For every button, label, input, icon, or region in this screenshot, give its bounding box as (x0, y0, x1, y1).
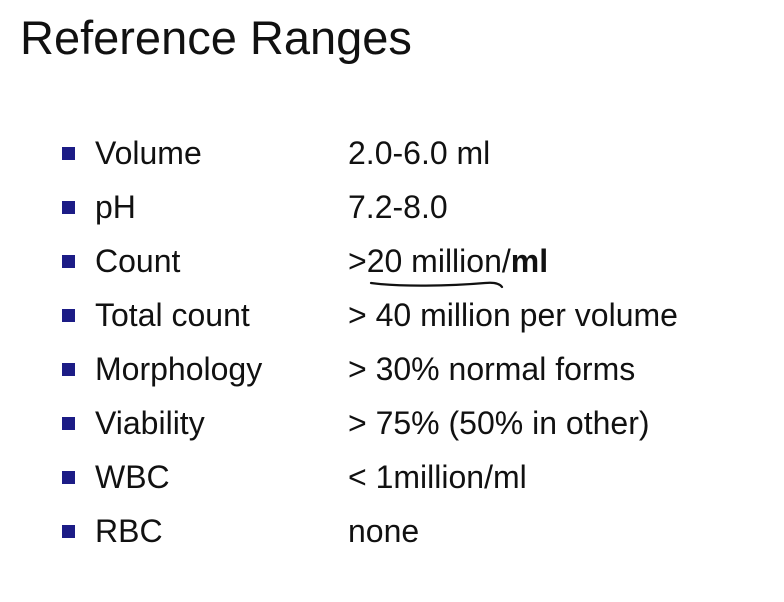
bullet-square (62, 471, 75, 484)
item-value: > 40 million per volume (348, 297, 678, 333)
list-item: Viability > 75% (50% in other) (0, 403, 784, 443)
item-value: 7.2-8.0 (348, 189, 448, 225)
item-value: 2.0-6.0 ml (348, 135, 491, 171)
underline-stroke (369, 281, 504, 289)
item-value: none (348, 513, 420, 549)
list-item: Morphology > 30% normal forms (0, 349, 784, 389)
value-part: >20 million/ (348, 243, 511, 279)
item-value: < 1million/ml (348, 459, 527, 495)
list-item: Count >20 million/ml (0, 241, 784, 281)
item-label: Count (95, 243, 181, 279)
bullet-square (62, 525, 75, 538)
item-label: RBC (95, 513, 163, 549)
list-item: RBC none (0, 511, 784, 551)
bullet-square (62, 147, 75, 160)
bullet-square (62, 309, 75, 322)
item-label: Viability (95, 405, 205, 441)
bullet-square (62, 255, 75, 268)
list-item: WBC < 1million/ml (0, 457, 784, 497)
list-item: pH 7.2-8.0 (0, 187, 784, 227)
bullet-square (62, 417, 75, 430)
bullet-square (62, 201, 75, 214)
item-label: Volume (95, 135, 202, 171)
value-part: ml (510, 243, 549, 279)
item-value: > 30% normal forms (348, 351, 636, 387)
item-label: pH (95, 189, 136, 225)
item-label: WBC (95, 459, 170, 495)
item-label: Morphology (95, 351, 263, 387)
item-label: Total count (95, 297, 250, 333)
list-item: Volume 2.0-6.0 ml (0, 133, 784, 173)
slide-title: Reference Ranges (20, 11, 412, 64)
item-value: > 75% (50% in other) (348, 405, 650, 441)
bullet-square (62, 363, 75, 376)
item-value: >20 million/ml (348, 241, 548, 281)
list-item: Total count > 40 million per volume (0, 295, 784, 335)
